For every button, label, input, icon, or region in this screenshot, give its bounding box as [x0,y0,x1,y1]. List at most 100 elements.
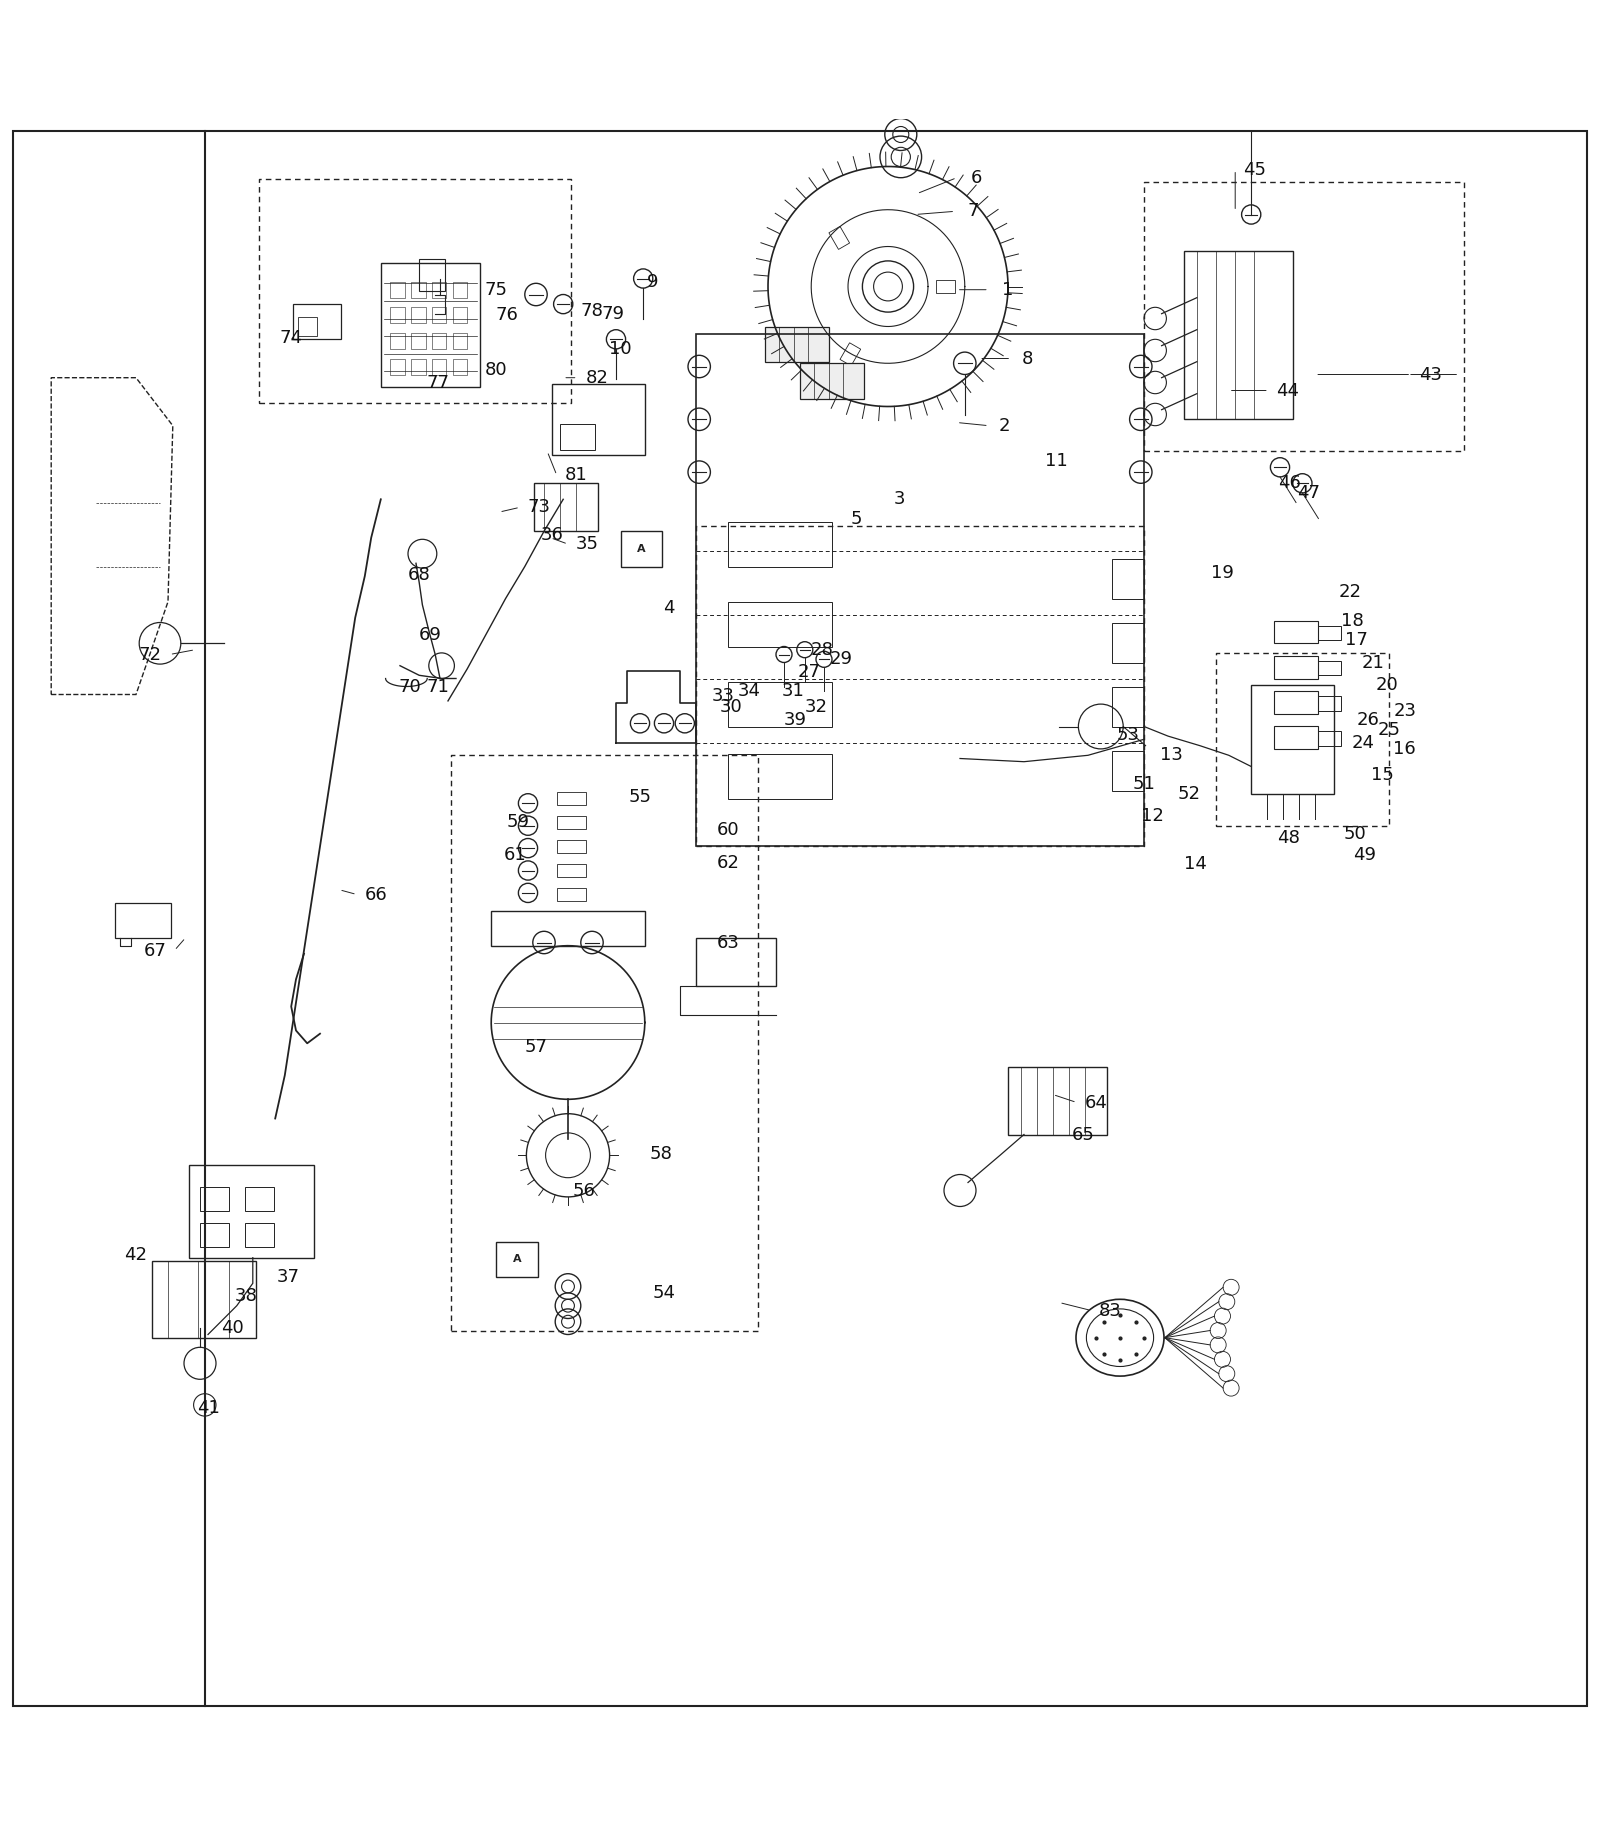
Text: 78: 78 [581,301,603,320]
Text: 35: 35 [576,535,598,553]
Text: 17: 17 [1346,632,1368,648]
Text: 82: 82 [586,369,608,388]
Text: 68: 68 [408,566,430,584]
Bar [557,816,586,828]
Text: 65: 65 [1072,1126,1094,1143]
Text: A: A [637,544,646,555]
Bar [1274,656,1318,678]
Text: 28: 28 [811,641,834,659]
Bar [728,603,832,647]
Text: 54: 54 [653,1284,675,1302]
Text: 77: 77 [427,373,450,391]
Bar [298,318,317,336]
Text: 51: 51 [1133,775,1155,794]
Bar [1318,731,1341,746]
Bar [419,259,445,292]
Bar [557,792,586,805]
Bar [534,483,598,531]
Text: 59: 59 [507,814,530,832]
Bar [411,332,426,349]
Bar [728,522,832,566]
Text: 69: 69 [419,626,442,645]
Text: 83: 83 [1099,1301,1122,1319]
Bar [552,384,645,454]
Text: 47: 47 [1298,483,1320,502]
Bar [1318,626,1341,639]
Bar [696,937,776,986]
Bar [1274,621,1318,643]
Bar [1112,623,1144,663]
Text: 42: 42 [125,1245,147,1264]
Text: 8: 8 [1021,349,1034,367]
Bar [1112,687,1144,726]
Text: 15: 15 [1371,766,1394,784]
Bar [557,887,586,900]
Text: 41: 41 [197,1400,219,1416]
Bar [1318,661,1341,676]
Text: 25: 25 [1378,720,1400,738]
Text: 43: 43 [1419,366,1442,384]
Bar [1318,696,1341,711]
Text: 7: 7 [966,202,979,220]
Text: 6: 6 [970,169,982,187]
Bar [115,902,171,937]
Bar [696,334,1144,847]
Text: 22: 22 [1339,582,1362,601]
Text: 58: 58 [650,1144,672,1163]
Bar [189,1165,314,1258]
Text: 26: 26 [1357,711,1379,729]
Text: 46: 46 [1278,474,1301,492]
Bar [1274,691,1318,715]
Text: 16: 16 [1394,740,1416,759]
Bar [1251,685,1334,794]
Bar [432,307,446,323]
Text: 18: 18 [1341,612,1363,630]
Text: 1: 1 [1002,281,1014,299]
Text: 2: 2 [998,417,1011,435]
Text: 38: 38 [235,1288,258,1304]
FancyBboxPatch shape [621,531,662,566]
Text: A: A [512,1255,522,1264]
Bar [557,840,586,852]
Bar [390,307,405,323]
Bar [1112,751,1144,790]
Text: 37: 37 [277,1268,299,1286]
Text: 81: 81 [565,467,587,485]
Bar [491,911,645,946]
Text: 20: 20 [1376,676,1398,694]
Text: 71: 71 [427,678,450,696]
Text: 3: 3 [893,490,906,509]
Text: 39: 39 [784,711,806,729]
Bar [557,863,586,876]
Text: 5: 5 [850,509,862,527]
Text: 60: 60 [717,821,739,840]
Bar [1184,252,1293,419]
Text: 19: 19 [1211,564,1234,582]
Bar [432,332,446,349]
Text: 64: 64 [1085,1093,1107,1111]
Text: 9: 9 [646,272,659,290]
Bar [390,332,405,349]
Bar [381,263,480,388]
Bar [200,1187,229,1211]
Text: 66: 66 [365,885,387,904]
Text: 48: 48 [1277,830,1299,847]
Text: 12: 12 [1141,806,1163,825]
Bar [1274,726,1318,749]
Text: 50: 50 [1344,825,1366,843]
Text: 31: 31 [782,682,805,700]
Text: 32: 32 [805,698,827,716]
Text: 23: 23 [1394,702,1416,720]
Bar [453,358,467,375]
Text: 4: 4 [662,599,675,617]
Text: 62: 62 [717,854,739,871]
Text: 53: 53 [1117,726,1139,744]
Bar [411,307,426,323]
Text: 70: 70 [398,678,421,696]
Text: 57: 57 [525,1038,547,1056]
Text: 30: 30 [720,698,742,716]
Bar [800,364,864,399]
Bar [390,281,405,298]
Text: 49: 49 [1354,845,1376,863]
Text: 33: 33 [712,687,734,705]
